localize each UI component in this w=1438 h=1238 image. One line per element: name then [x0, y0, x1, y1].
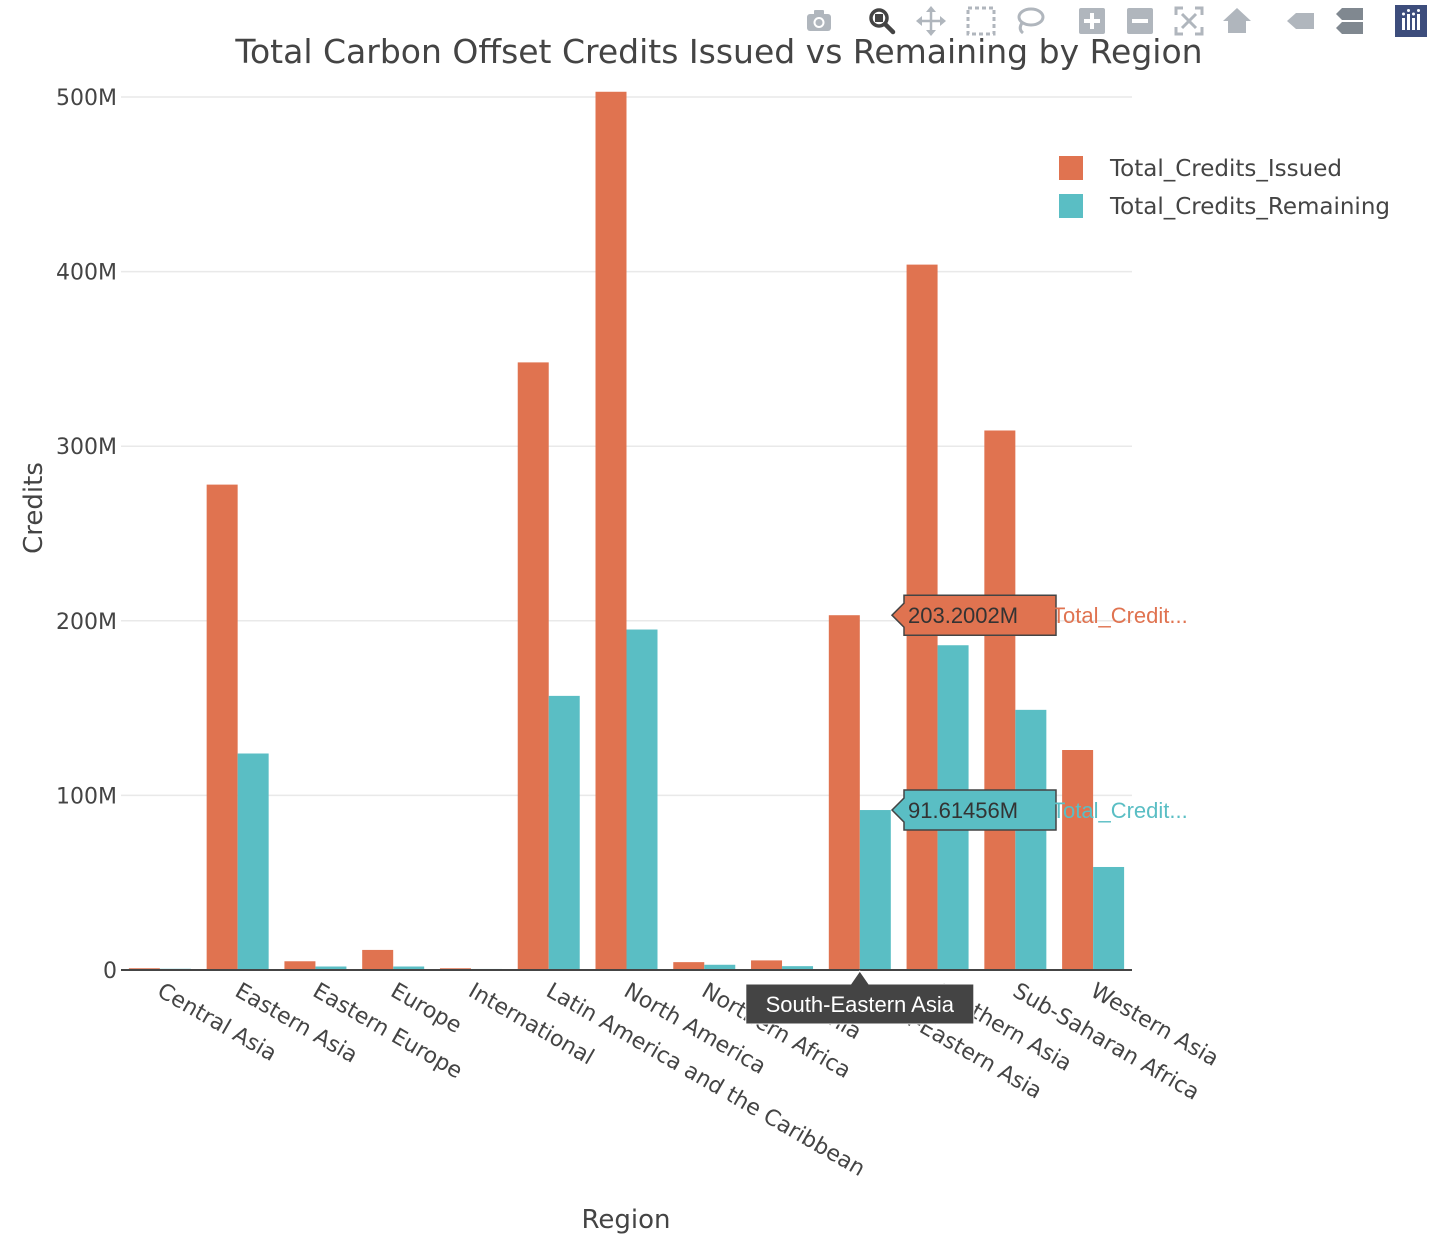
y-tick-label: 300M — [56, 435, 117, 460]
bar-total-credits-issued — [595, 91, 627, 970]
hover-labels: 203.2002M Total_Credit... 91.61456M Total_C… — [745, 594, 1188, 1025]
y-tick-label: 0 — [103, 959, 117, 984]
zoom-in-icon[interactable] — [1075, 4, 1109, 38]
hover-series-name: Total_Credit... — [1052, 603, 1188, 628]
bar-total-credits-issued — [751, 960, 783, 970]
bar-total-credits-issued — [517, 362, 549, 971]
bar-total-credits-issued — [284, 961, 316, 970]
hover-value: 91.61456M — [908, 798, 1018, 823]
x-hover-label: South-Eastern Asia — [766, 992, 955, 1017]
bar-total-credits-issued — [362, 949, 394, 970]
bar-total-credits-remaining — [237, 753, 269, 970]
modebar — [800, 4, 1430, 38]
legend-swatch — [1059, 156, 1083, 180]
zoom-icon[interactable] — [864, 4, 898, 38]
bar-total-credits-issued — [984, 430, 1016, 971]
bar-total-credits-remaining — [315, 966, 347, 970]
bar-total-credits-remaining — [859, 810, 891, 970]
y-axis-title: Credits — [19, 462, 49, 554]
bar-total-credits-remaining — [1015, 709, 1047, 970]
y-tick-label: 500M — [56, 86, 117, 111]
pan-icon[interactable] — [914, 4, 948, 38]
y-axis-ticks: 0 100M 200M 300M 400M 500M — [56, 86, 117, 984]
bars — [128, 91, 1125, 971]
bar-total-credits-remaining — [393, 966, 425, 970]
hover-box — [890, 594, 1057, 636]
legend-label: Total_Credits_Remaining — [1109, 194, 1390, 220]
hover-box — [890, 789, 1057, 831]
reset-axes-icon[interactable] — [1220, 4, 1254, 38]
y-tick-label: 400M — [56, 261, 117, 286]
hover-series-name: Total_Credit... — [1052, 798, 1188, 823]
legend-swatch — [1059, 194, 1083, 218]
bar-total-credits-remaining — [1093, 866, 1125, 970]
box-select-icon[interactable] — [964, 4, 998, 38]
x-hover-tag — [745, 970, 975, 1025]
bar-total-credits-remaining — [548, 695, 580, 970]
autoscale-icon[interactable] — [1172, 4, 1206, 38]
zoom-out-icon[interactable] — [1123, 4, 1157, 38]
bar-total-credits-issued — [828, 615, 860, 970]
plotly-logo-icon[interactable] — [1394, 4, 1428, 38]
compare-data-icon[interactable] — [1332, 4, 1366, 38]
bar-total-credits-issued — [206, 484, 238, 970]
y-tick-label: 200M — [56, 610, 117, 635]
spike-lines-icon[interactable] — [1283, 4, 1317, 38]
legend-label: Total_Credits_Issued — [1109, 156, 1342, 182]
y-tick-label: 100M — [56, 784, 117, 809]
chart-title: Total Carbon Offset Credits Issued vs Re… — [234, 32, 1202, 71]
bar-total-credits-remaining — [782, 966, 814, 970]
hover-value: 203.2002M — [908, 603, 1018, 628]
x-axis-title: Region — [581, 1205, 670, 1235]
bar-total-credits-remaining — [704, 964, 736, 970]
bar-total-credits-issued — [673, 962, 705, 970]
bar-total-credits-issued — [1062, 750, 1094, 970]
camera-icon[interactable] — [802, 4, 836, 38]
lasso-select-icon[interactable] — [1012, 4, 1046, 38]
bar-total-credits-remaining — [626, 629, 658, 970]
legend: Total_Credits_Issued Total_Credits_Remain… — [1059, 156, 1390, 220]
